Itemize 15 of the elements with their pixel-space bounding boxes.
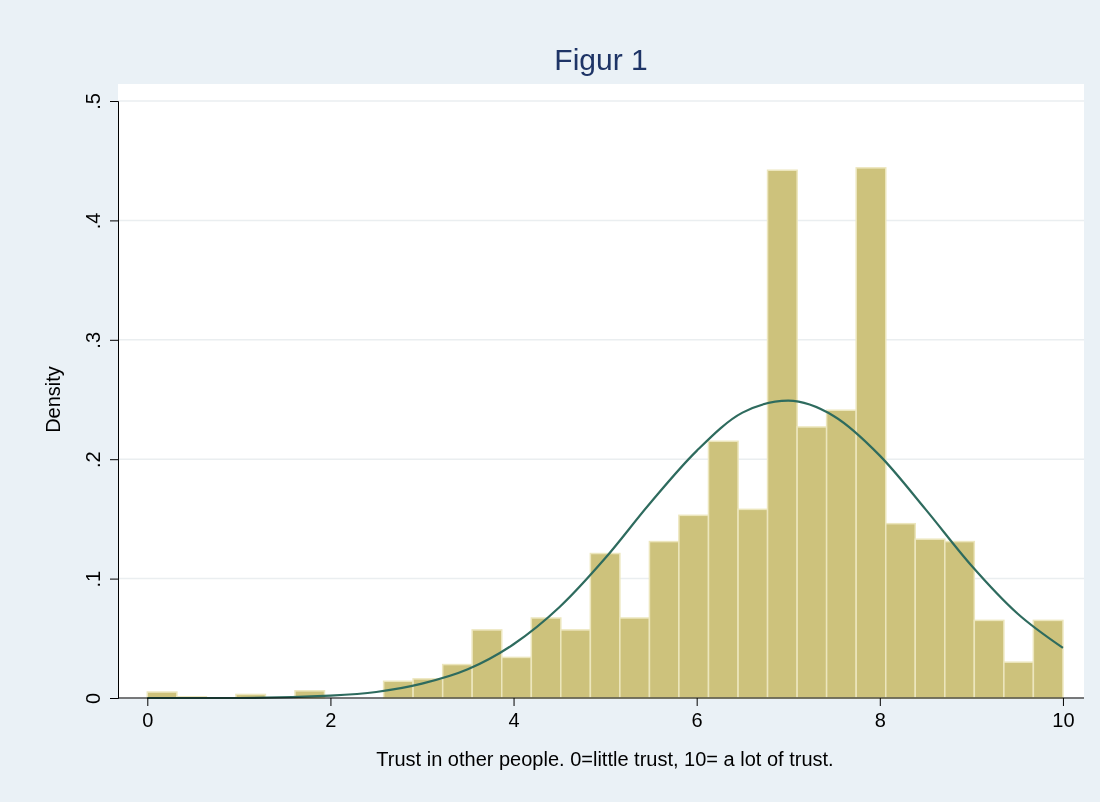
y-axis-title: Density [42, 366, 64, 433]
x-tick-label: 8 [874, 709, 886, 731]
x-axis-title: Trust in other people. 0=little trust, 10= a lot of trust. [376, 748, 834, 770]
y-tick-label: 0 [82, 692, 104, 705]
x-tick-label: 10 [1052, 709, 1075, 731]
y-tick-label: .2 [82, 451, 104, 469]
x-tick-label: 6 [691, 709, 703, 731]
y-tick-label: .4 [82, 212, 104, 230]
y-tick-label: .3 [82, 331, 104, 349]
x-tick-label: 0 [142, 709, 154, 731]
y-tick-label: .5 [82, 93, 104, 110]
x-tick-label: 2 [325, 709, 337, 731]
y-tick-label: .1 [82, 570, 104, 588]
x-tick-label: 4 [508, 709, 520, 731]
chart-title: Figur 1 [554, 43, 648, 76]
